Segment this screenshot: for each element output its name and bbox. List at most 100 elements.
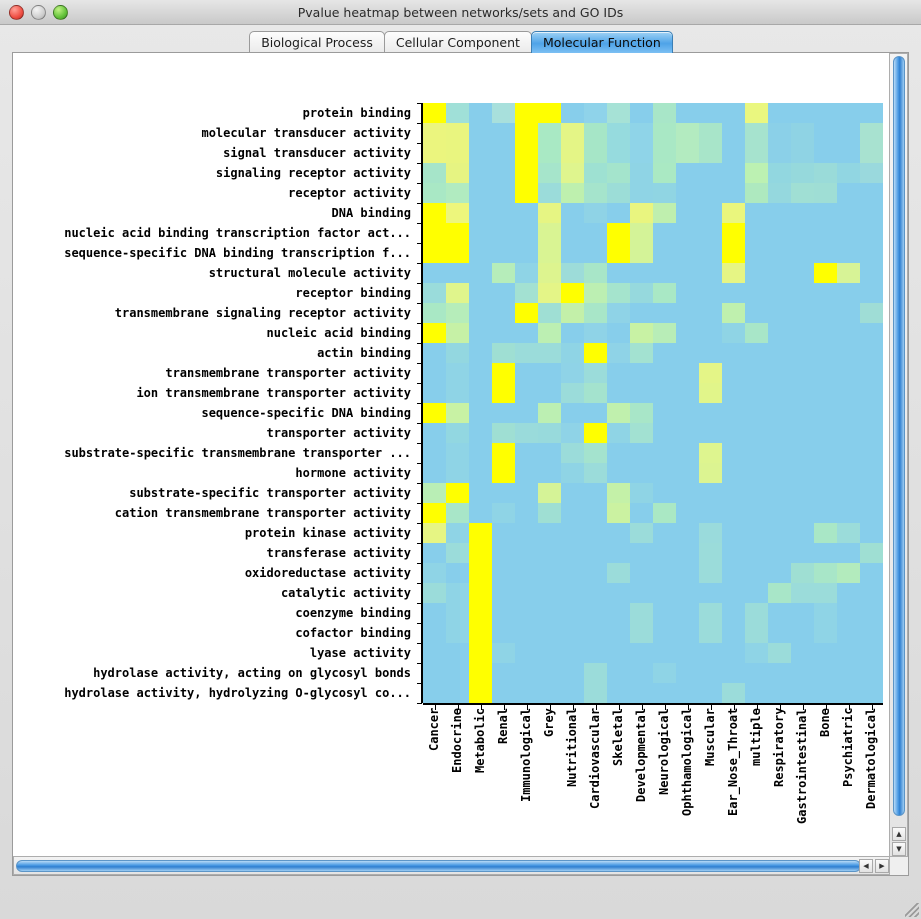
heatmap-cell (676, 683, 699, 703)
heatmap-cell (630, 143, 653, 163)
heatmap-cell (630, 283, 653, 303)
heatmap-cell (791, 603, 814, 623)
heatmap-cell (745, 103, 768, 123)
heatmap-cell (607, 463, 630, 483)
heatmap-cell (584, 523, 607, 543)
heatmap-cell (538, 103, 561, 123)
heatmap-cell (492, 583, 515, 603)
heatmap-cell (837, 583, 860, 603)
heatmap-cell (423, 263, 446, 283)
heatmap-cell (538, 363, 561, 383)
heatmap-cell (446, 503, 469, 523)
horizontal-scrollbar[interactable]: ◀ ▶ (13, 856, 891, 875)
heatmap-cell (768, 303, 791, 323)
heatmap-cell (630, 203, 653, 223)
heatmap-cell (492, 243, 515, 263)
heatmap-cell (860, 483, 883, 503)
column-label-axis: Cancer Endocrine Metabolic Renal Immunologic… (423, 708, 883, 858)
heatmap-cell (791, 483, 814, 503)
heatmap-cell (722, 363, 745, 383)
heatmap-cell (860, 383, 883, 403)
heatmap-cell (630, 583, 653, 603)
heatmap-cell (768, 363, 791, 383)
heatmap-cell (768, 343, 791, 363)
heatmap-cell (561, 603, 584, 623)
heatmap-cell (676, 103, 699, 123)
heatmap-cell (745, 263, 768, 283)
x-axis-tick (480, 705, 482, 710)
zoom-button[interactable] (53, 4, 68, 20)
heatmap-cell (423, 443, 446, 463)
heatmap-cell (653, 143, 676, 163)
window-resize-grip[interactable] (905, 903, 919, 917)
scroll-right-arrow-icon[interactable]: ▶ (875, 859, 889, 873)
close-button[interactable] (9, 4, 24, 20)
heatmap-cell (423, 183, 446, 203)
heatmap-cell (630, 503, 653, 523)
scroll-up-arrow-icon[interactable]: ▲ (892, 827, 906, 841)
heatmap-cell (469, 563, 492, 583)
heatmap-cell (584, 363, 607, 383)
heatmap-cell (699, 283, 722, 303)
heatmap-cell (423, 523, 446, 543)
heatmap-cell (653, 563, 676, 583)
heatmap-cell (584, 203, 607, 223)
heatmap-cell (791, 403, 814, 423)
y-axis-tick (417, 563, 422, 564)
heatmap-cell (630, 183, 653, 203)
heatmap-cell (653, 683, 676, 703)
heatmap-cell (676, 183, 699, 203)
heatmap-cell (653, 543, 676, 563)
heatmap-cell (584, 403, 607, 423)
heatmap-cell (492, 283, 515, 303)
heatmap-cell (653, 583, 676, 603)
minimize-button[interactable] (31, 4, 46, 20)
heatmap-cell (584, 283, 607, 303)
tab-cellular-component[interactable]: Cellular Component (383, 31, 532, 53)
heatmap-cell (860, 143, 883, 163)
heatmap-cell (814, 463, 837, 483)
heatmap-cell (791, 303, 814, 323)
row-label: cofactor binding (295, 626, 411, 640)
heatmap-cell (446, 543, 469, 563)
heatmap-cell (584, 143, 607, 163)
tab-molecular-function[interactable]: Molecular Function (530, 31, 673, 53)
heatmap-cell (814, 563, 837, 583)
heatmap-cell (423, 243, 446, 263)
heatmap-cell (469, 143, 492, 163)
heatmap-cell (676, 443, 699, 463)
heatmap-cell (699, 163, 722, 183)
y-axis-tick (417, 263, 422, 264)
vertical-scrollbar[interactable]: ▲ ▼ (889, 53, 908, 858)
scroll-down-arrow-icon[interactable]: ▼ (892, 842, 906, 856)
heatmap-cell (837, 643, 860, 663)
heatmap-cell (423, 123, 446, 143)
heatmap-cell (837, 603, 860, 623)
heatmap-cell (607, 223, 630, 243)
row-label: molecular transducer activity (201, 126, 411, 140)
heatmap-cell (837, 543, 860, 563)
row-label-axis: protein binding molecular transducer acti… (21, 103, 411, 703)
tab-biological-process[interactable]: Biological Process (249, 31, 385, 53)
heatmap-cell (699, 383, 722, 403)
heatmap-cell (515, 503, 538, 523)
heatmap-cell (469, 363, 492, 383)
heatmap-cell (446, 263, 469, 283)
heatmap-cell (607, 483, 630, 503)
heatmap-cell (446, 303, 469, 323)
heatmap-cell (653, 443, 676, 463)
heatmap-cell (791, 203, 814, 223)
scroll-left-arrow-icon[interactable]: ◀ (859, 859, 873, 873)
heatmap-cell (492, 123, 515, 143)
heatmap-cell (653, 223, 676, 243)
heatmap-cell (469, 383, 492, 403)
horizontal-scrollbar-thumb[interactable] (16, 860, 861, 872)
heatmap-cell (814, 623, 837, 643)
heatmap-cell (791, 623, 814, 643)
heatmap-cell (768, 683, 791, 703)
heatmap-cell (791, 443, 814, 463)
heatmap-cell (653, 463, 676, 483)
heatmap-cell (561, 103, 584, 123)
row-label: transmembrane transporter activity (165, 366, 411, 380)
vertical-scrollbar-thumb[interactable] (893, 56, 905, 816)
